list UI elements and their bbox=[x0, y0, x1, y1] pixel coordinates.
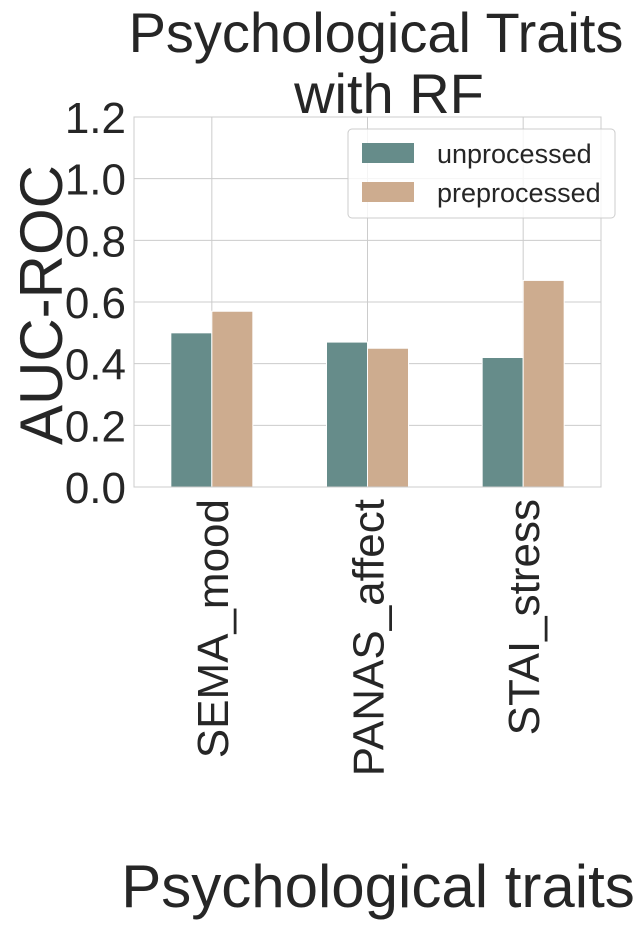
chart-title-line-2: with RF bbox=[293, 62, 484, 125]
x-tick-label: SEMA_mood bbox=[189, 499, 238, 758]
y-ticks: 0.0 0.2 0.4 0.6 0.8 1.0 1.2 bbox=[65, 94, 126, 513]
y-tick-label: 1.0 bbox=[65, 156, 126, 205]
plot-frame bbox=[133, 116, 602, 488]
legend-label-preprocessed: preprocessed bbox=[437, 178, 601, 208]
x-ticks: SEMA_mood PANAS_affect STAI_stress bbox=[189, 499, 549, 776]
legend-swatch-unprocessed bbox=[362, 143, 414, 163]
bar-unprocessed-sema-mood bbox=[170, 332, 213, 488]
y-tick-label: 1.2 bbox=[65, 94, 126, 143]
y-tick-label: 0.2 bbox=[65, 402, 126, 451]
bar-preprocessed-stai-stress bbox=[522, 279, 565, 488]
x-tick-label: STAI_stress bbox=[500, 499, 549, 735]
bar-unprocessed-panas-affect bbox=[326, 341, 368, 488]
legend-swatch-preprocessed bbox=[362, 182, 414, 202]
x-tick-label: PANAS_affect bbox=[345, 499, 394, 776]
bar-unprocessed-stai-stress bbox=[481, 357, 524, 488]
y-axis-label: AUC-ROC bbox=[8, 165, 75, 445]
y-tick-label: 0.8 bbox=[65, 217, 126, 266]
x-axis-label: Psychological traits bbox=[121, 853, 635, 920]
chart-title-line-1: Psychological Traits bbox=[129, 1, 624, 64]
bar-preprocessed-sema-mood bbox=[211, 310, 254, 488]
y-tick-label: 0.4 bbox=[65, 341, 126, 390]
bar-preprocessed-panas-affect bbox=[367, 347, 409, 488]
legend-box bbox=[347, 128, 616, 219]
legend: unprocessed preprocessed bbox=[347, 128, 616, 219]
legend-label-unprocessed: unprocessed bbox=[437, 139, 592, 169]
y-tick-label: 0.6 bbox=[65, 279, 126, 328]
y-tick-label: 0.0 bbox=[65, 464, 126, 513]
